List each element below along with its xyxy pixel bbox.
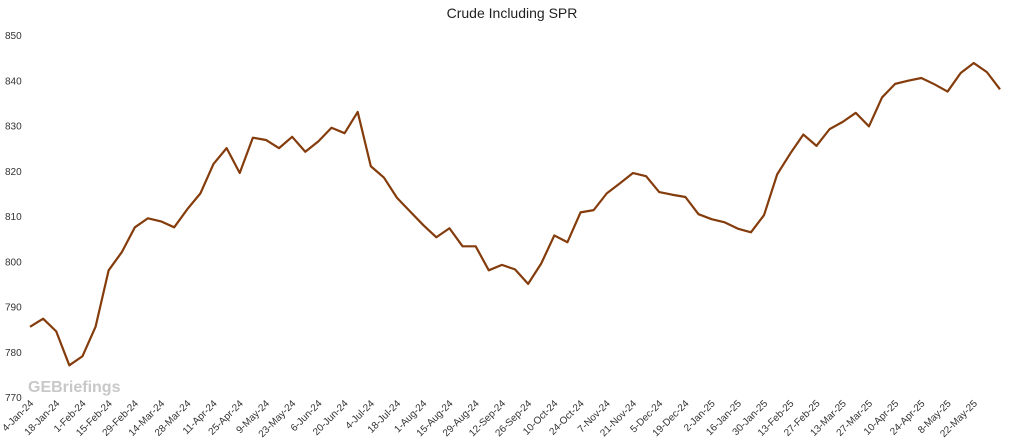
y-tick-label: 840 [5, 76, 22, 87]
y-tick-label: 780 [5, 348, 22, 359]
y-tick-label: 820 [5, 167, 22, 178]
data-line [29, 61, 1001, 367]
watermark: GEBriefings [28, 379, 121, 396]
y-tick-label: 850 [5, 31, 22, 42]
y-tick-label: 770 [5, 393, 22, 404]
y-tick-label: 790 [5, 303, 22, 314]
y-tick-label: 800 [5, 257, 22, 268]
chart-title: Crude Including SPR [447, 5, 578, 21]
y-tick-label: 830 [5, 122, 22, 133]
y-tick-label: 810 [5, 212, 22, 223]
